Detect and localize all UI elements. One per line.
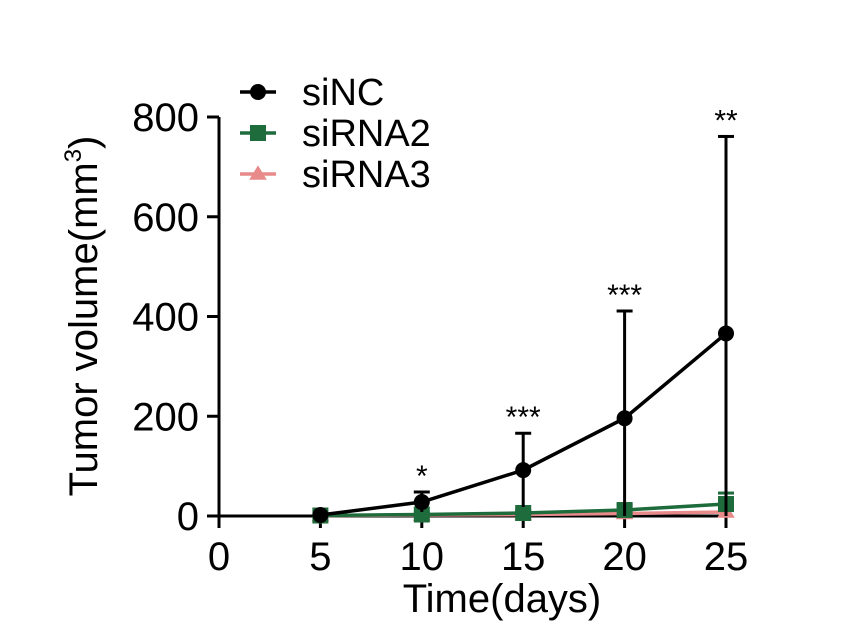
legend-item-siNC: siNC [240,72,384,114]
significance-label: * [416,460,428,493]
significance-label: *** [506,401,541,434]
legend-item-siRNA2: siRNA2 [240,113,431,155]
series-layer [311,134,735,524]
significance-label: *** [607,279,642,312]
data-point [616,410,633,427]
x-axis-title: Time(days) [403,577,602,621]
axes [217,117,730,518]
legend-item-siRNA3: siRNA3 [240,154,431,196]
series-siNC [312,134,734,524]
x-tick-label: 20 [602,535,647,579]
x-tick-label: 15 [501,535,546,579]
y-axis-title-superscript: 3 [60,149,87,162]
x-tick-label: 5 [309,535,331,579]
significance-label: ** [714,104,738,137]
data-point [718,325,734,342]
legend-label: siNC [302,72,384,114]
y-axis-title-main: Tumor volume(mm [62,162,106,496]
significance-annotations: ********* [416,104,738,493]
y-axis-title: Tumor volume(mm3) [60,136,106,497]
ticks: 0 5 10 15 20 25 0 200 400 600 800 [132,96,748,579]
legend-marker [250,125,266,141]
y-tick-label: 600 [132,196,199,240]
legend-marker [250,84,266,100]
y-tick-label: 200 [132,395,199,439]
x-tick-label: 0 [208,535,230,579]
legend-label: siRNA3 [302,154,431,196]
y-axis-title-close: ) [62,136,106,149]
data-point [413,506,430,523]
y-tick-label: 0 [177,495,199,539]
data-point [413,494,430,511]
data-point [515,505,532,522]
data-point [515,462,532,479]
legend-label: siRNA2 [302,113,431,155]
y-tick-label: 800 [132,96,199,140]
y-tick-label: 400 [132,296,199,340]
legend-marker [249,165,267,180]
data-point [312,507,329,524]
x-tick-label: 10 [400,535,445,579]
x-tick-label: 25 [704,535,749,579]
